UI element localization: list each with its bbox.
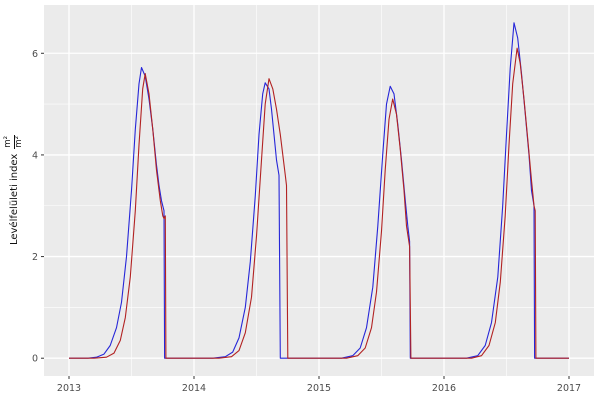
x-tick-label: 2016 xyxy=(432,383,456,394)
red-line xyxy=(69,47,569,359)
axis-tick-labels: 2013 2014 2015 2016 2017 0 2 4 6 xyxy=(32,49,581,394)
gridlines-major xyxy=(44,5,594,376)
fraction-numerator: m² xyxy=(2,134,15,149)
y-axis-title-text: Levélfelületi index xyxy=(8,153,20,246)
y-axis-title-fraction: m² m² xyxy=(2,134,25,149)
x-tick-label: 2013 xyxy=(57,383,81,394)
fraction-denominator: m² xyxy=(13,135,24,148)
x-tick-label: 2015 xyxy=(307,383,331,394)
y-axis-title: Levélfelületi index m² m² xyxy=(0,40,28,340)
blue-line xyxy=(69,22,569,359)
y-tick-label: 6 xyxy=(32,49,38,60)
x-tick-label: 2014 xyxy=(182,383,206,394)
y-tick-label: 0 xyxy=(32,354,38,365)
y-tick-label: 4 xyxy=(32,150,38,161)
y-tick-label: 2 xyxy=(32,252,38,263)
axis-ticks xyxy=(41,52,570,379)
x-tick-label: 2017 xyxy=(557,383,581,394)
data-series xyxy=(69,22,569,359)
